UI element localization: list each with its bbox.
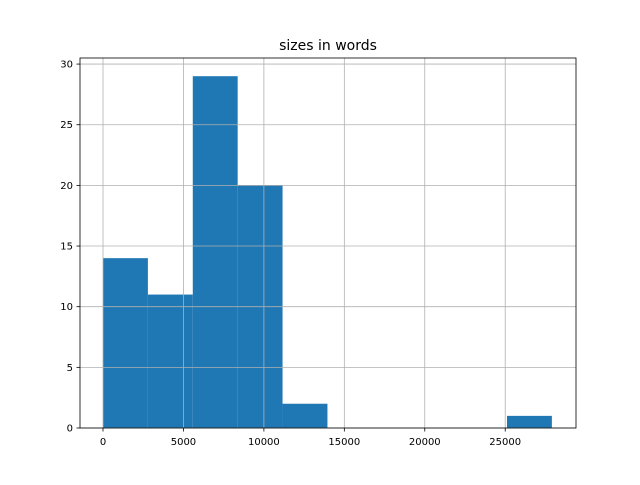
histogram-bar	[103, 258, 148, 428]
x-tick-label: 25000	[489, 437, 521, 448]
axes-frame	[79, 57, 577, 429]
x-tick-label: 10000	[248, 437, 280, 448]
y-tick-label: 25	[60, 120, 73, 131]
histogram-bar	[192, 76, 238, 429]
histogram-bar	[282, 403, 328, 428]
y-tick-label: 15	[60, 242, 73, 253]
y-tick-label: 5	[67, 363, 73, 374]
x-tick-label: 15000	[328, 437, 360, 448]
histogram-bar	[147, 294, 193, 428]
y-tick-label: 10	[60, 302, 73, 313]
x-tick-label: 20000	[409, 437, 441, 448]
histogram-bar	[506, 415, 552, 428]
chart-title: sizes in words	[279, 38, 377, 54]
y-tick-label: 20	[60, 181, 73, 192]
y-tick-label: 30	[60, 60, 73, 71]
y-tick-label: 0	[67, 424, 73, 435]
x-tick-label: 0	[100, 437, 106, 448]
x-tick-label: 5000	[171, 437, 196, 448]
